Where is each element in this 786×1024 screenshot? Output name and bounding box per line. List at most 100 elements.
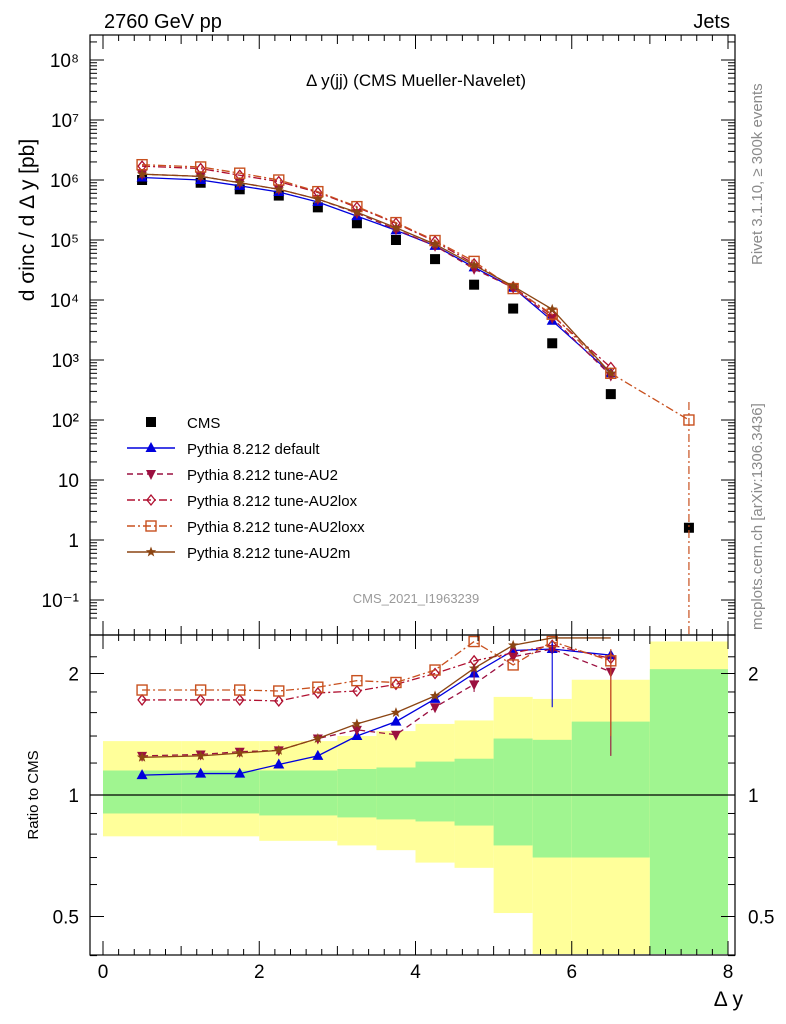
ratio-x-axis: 0 2 4 6 8 xyxy=(98,635,733,983)
ratio-point xyxy=(390,715,402,726)
y-tick-label: 1 xyxy=(68,531,79,552)
data-point xyxy=(390,222,402,233)
data-point xyxy=(312,202,323,213)
data-point xyxy=(351,218,362,229)
data-point xyxy=(430,254,441,265)
data-point xyxy=(546,303,558,314)
data-point xyxy=(351,206,363,217)
main-x-axis xyxy=(102,35,729,635)
ratio-point xyxy=(429,664,441,676)
y-tick-label-right: 0.5 xyxy=(748,908,774,929)
ratio-line xyxy=(142,648,611,776)
data-point xyxy=(605,389,616,400)
ratio-panel: 0.5 0.5 1 1 2 2 0 2 4 6 8 Ratio to CMS Δ y xyxy=(25,634,774,1011)
y-tick-label: 0.5 xyxy=(53,908,79,929)
series-pythia-8-212-default xyxy=(136,171,617,378)
ratio-point xyxy=(136,684,148,696)
legend-marker xyxy=(145,546,157,557)
data-point xyxy=(547,309,558,322)
y-tick-label: 10⁵ xyxy=(50,231,79,252)
x-tick-label: 4 xyxy=(410,962,421,983)
legend-entry: Pythia 8.212 tune-AU2loxx xyxy=(127,519,365,536)
main-y-axis-title: d σinc / d Δ y [pb] xyxy=(16,139,39,301)
ratio-point xyxy=(195,767,207,778)
data-point xyxy=(136,168,148,179)
ratio-point xyxy=(137,693,147,706)
ratio-point xyxy=(429,690,441,701)
y-tick-label: 10⁸ xyxy=(50,51,79,72)
ratio-point xyxy=(468,635,480,648)
series-pythia-8-212-tune-au2lox xyxy=(137,160,616,374)
data-point xyxy=(469,257,479,270)
stat-band xyxy=(454,758,494,826)
stat-band xyxy=(376,767,416,820)
y-tick-label: 10⁴ xyxy=(50,291,79,312)
legend-marker xyxy=(145,520,157,532)
data-point xyxy=(195,170,206,181)
ratio-point xyxy=(507,659,519,671)
analysis-watermark: CMS_2021_I1963239 xyxy=(353,591,480,606)
ratio-point xyxy=(352,684,362,698)
stat-band xyxy=(532,739,572,858)
series-line xyxy=(142,176,612,374)
legend-marker xyxy=(146,417,156,427)
series-line xyxy=(142,164,690,421)
y-tick-label: 2 xyxy=(68,665,79,686)
ratio-point xyxy=(430,703,441,714)
x-tick-label: 0 xyxy=(98,962,109,983)
main-y-axis: 10⁻¹ 1 10 10² 10³ 10⁴ 10⁵ 10⁶ 10⁷ 10⁸ xyxy=(42,41,735,619)
ratio-point xyxy=(273,685,285,697)
y-tick-label-right: 1 xyxy=(748,786,759,807)
y-tick-label: 10⁷ xyxy=(51,111,79,132)
ratio-point xyxy=(312,749,324,760)
rivet-version-label: Rivet 3.1.10, ≥ 300k events xyxy=(749,83,766,265)
series-pythia-8-212-tune-au2m xyxy=(136,168,617,378)
ratio-point xyxy=(194,684,207,696)
main-panel-title: Δ y(jj) (CMS Mueller-Navelet) xyxy=(306,71,526,90)
ratio-point xyxy=(390,730,401,741)
legend-label: CMS xyxy=(187,415,220,432)
legend-entry: Pythia 8.212 tune-AU2 xyxy=(127,467,338,484)
ratio-line xyxy=(142,637,611,758)
ratio-point xyxy=(273,758,285,769)
legend-entry: Pythia 8.212 tune-AU2m xyxy=(127,545,350,562)
y-tick-label: 10 xyxy=(58,471,79,492)
legend: CMS Pythia 8.212 default Pythia 8.212 tune… xyxy=(127,415,365,562)
ratio-line xyxy=(142,644,611,702)
data-point xyxy=(390,235,401,245)
series-pythia-8-212-tune-au2 xyxy=(137,170,616,382)
ratio-point xyxy=(351,718,363,729)
ratio-point xyxy=(234,693,245,706)
x-tick-label: 6 xyxy=(566,962,577,983)
ratio-series-pythia-8-212-tune-au2lox xyxy=(137,639,616,707)
y-tick-label: 10⁻¹ xyxy=(42,591,80,612)
data-point xyxy=(468,259,480,270)
data-point xyxy=(605,367,617,378)
header-right-label: Jets xyxy=(693,11,730,33)
ratio-point xyxy=(273,694,284,707)
main-panel: 10⁻¹ 1 10 10² 10³ 10⁴ 10⁵ 10⁶ 10⁷ 10⁸ Δ y(jj) (CM… xyxy=(16,34,736,636)
data-point xyxy=(469,279,480,290)
ratio-y-axis: 0.5 0.5 1 1 2 2 xyxy=(53,656,774,957)
legend-label: Pythia 8.212 tune-AU2loxx xyxy=(187,519,365,536)
y-tick-label: 10³ xyxy=(52,351,79,372)
series-line xyxy=(142,173,612,377)
data-point xyxy=(312,193,324,204)
ratio-point xyxy=(312,733,324,743)
ratio-point xyxy=(507,639,519,650)
data-point xyxy=(683,522,694,533)
legend-marker xyxy=(146,470,156,480)
ratio-point xyxy=(390,676,402,689)
header-left-label: 2760 GeV pp xyxy=(104,11,222,33)
y-tick-label: 1 xyxy=(68,786,79,807)
legend-marker xyxy=(146,493,156,507)
stat-band xyxy=(181,770,260,814)
stat-band xyxy=(259,770,338,816)
ratio-point xyxy=(508,646,518,659)
stat-band xyxy=(337,768,377,818)
ratio-point xyxy=(195,693,206,706)
data-point xyxy=(508,303,519,314)
ratio-point xyxy=(312,681,324,693)
y-tick-label: 10⁶ xyxy=(50,171,79,192)
